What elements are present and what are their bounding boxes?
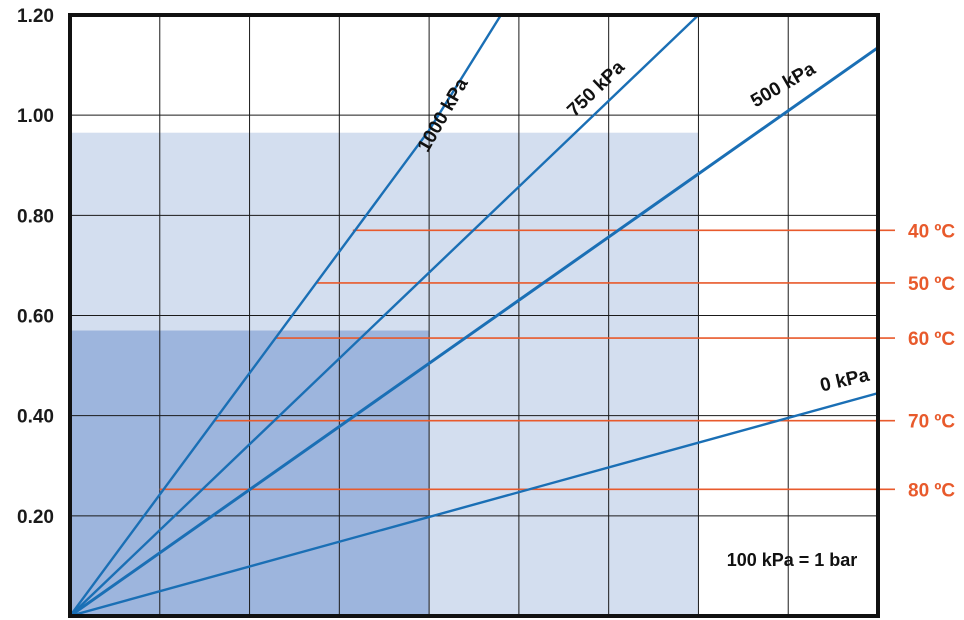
pressure-line-1000-kpa (70, 15, 502, 616)
temperature-labels: 40 ºC 50 ºC 60 ºC 70 ºC 80 ºC (908, 221, 955, 501)
pressure-line-750-kpa (70, 15, 700, 616)
y-tick-label: 1.20 (17, 6, 54, 27)
y-tick-label: 0.20 (17, 507, 54, 528)
y-axis-ticks: 1.20 1.00 0.80 0.60 0.40 0.20 (17, 6, 54, 528)
y-tick-label: 1.00 (17, 106, 54, 127)
unit-note: 100 kPa = 1 bar (727, 550, 858, 570)
pressure-line-label: 0 kPa (818, 365, 872, 397)
y-tick-label: 0.40 (17, 407, 54, 428)
temperature-label: 40 ºC (908, 221, 955, 242)
shaded-regions (70, 132, 699, 616)
temperature-label: 80 ºC (908, 480, 955, 501)
temperature-label: 70 ºC (908, 412, 955, 433)
temperature-label: 50 ºC (908, 274, 955, 295)
y-tick-label: 0.80 (17, 206, 54, 227)
temperature-label: 60 ºC (908, 329, 955, 350)
plot-frame (68, 13, 880, 618)
grid-lines (70, 15, 878, 616)
y-tick-label: 0.60 (17, 307, 54, 328)
pressure-line-500-kpa (70, 46, 878, 616)
pressure-line-label: 500 kPa (747, 58, 819, 112)
pressure-line-0-kpa (70, 391, 878, 616)
pressure-lines (70, 15, 878, 616)
